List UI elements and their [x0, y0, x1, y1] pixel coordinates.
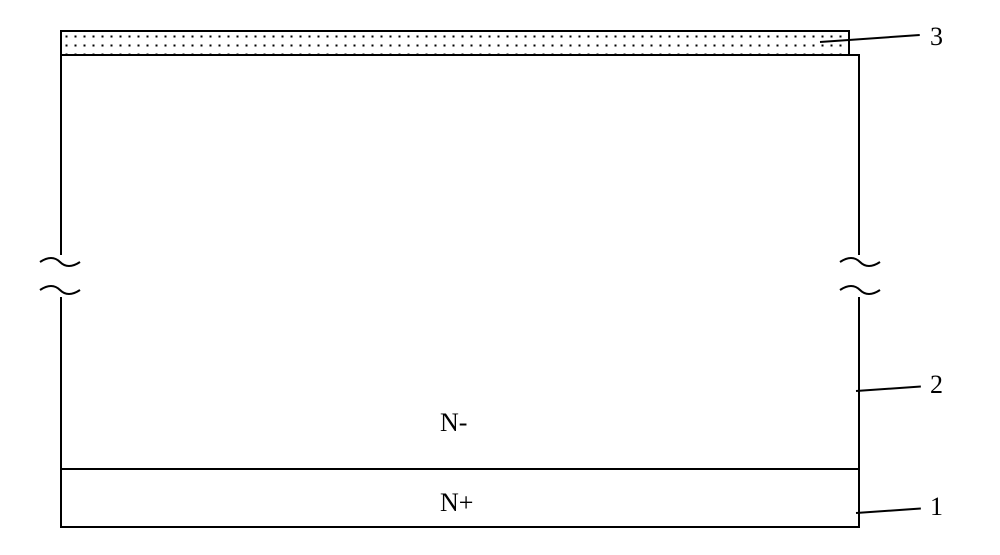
- break-mark-left-gap: [43, 255, 77, 297]
- ref-number-2: 2: [930, 370, 943, 400]
- ref-number-1: 1: [930, 492, 943, 522]
- diagram-canvas: N- N+ 3 2 1: [0, 0, 1000, 555]
- lead-line-1: [856, 507, 921, 514]
- layer-top-film: [60, 30, 850, 54]
- label-n-plus: N+: [440, 488, 473, 518]
- label-n-minus: N-: [440, 408, 467, 438]
- ref-number-3: 3: [930, 22, 943, 52]
- lead-line-2: [856, 385, 921, 392]
- break-mark-right-gap: [843, 255, 877, 297]
